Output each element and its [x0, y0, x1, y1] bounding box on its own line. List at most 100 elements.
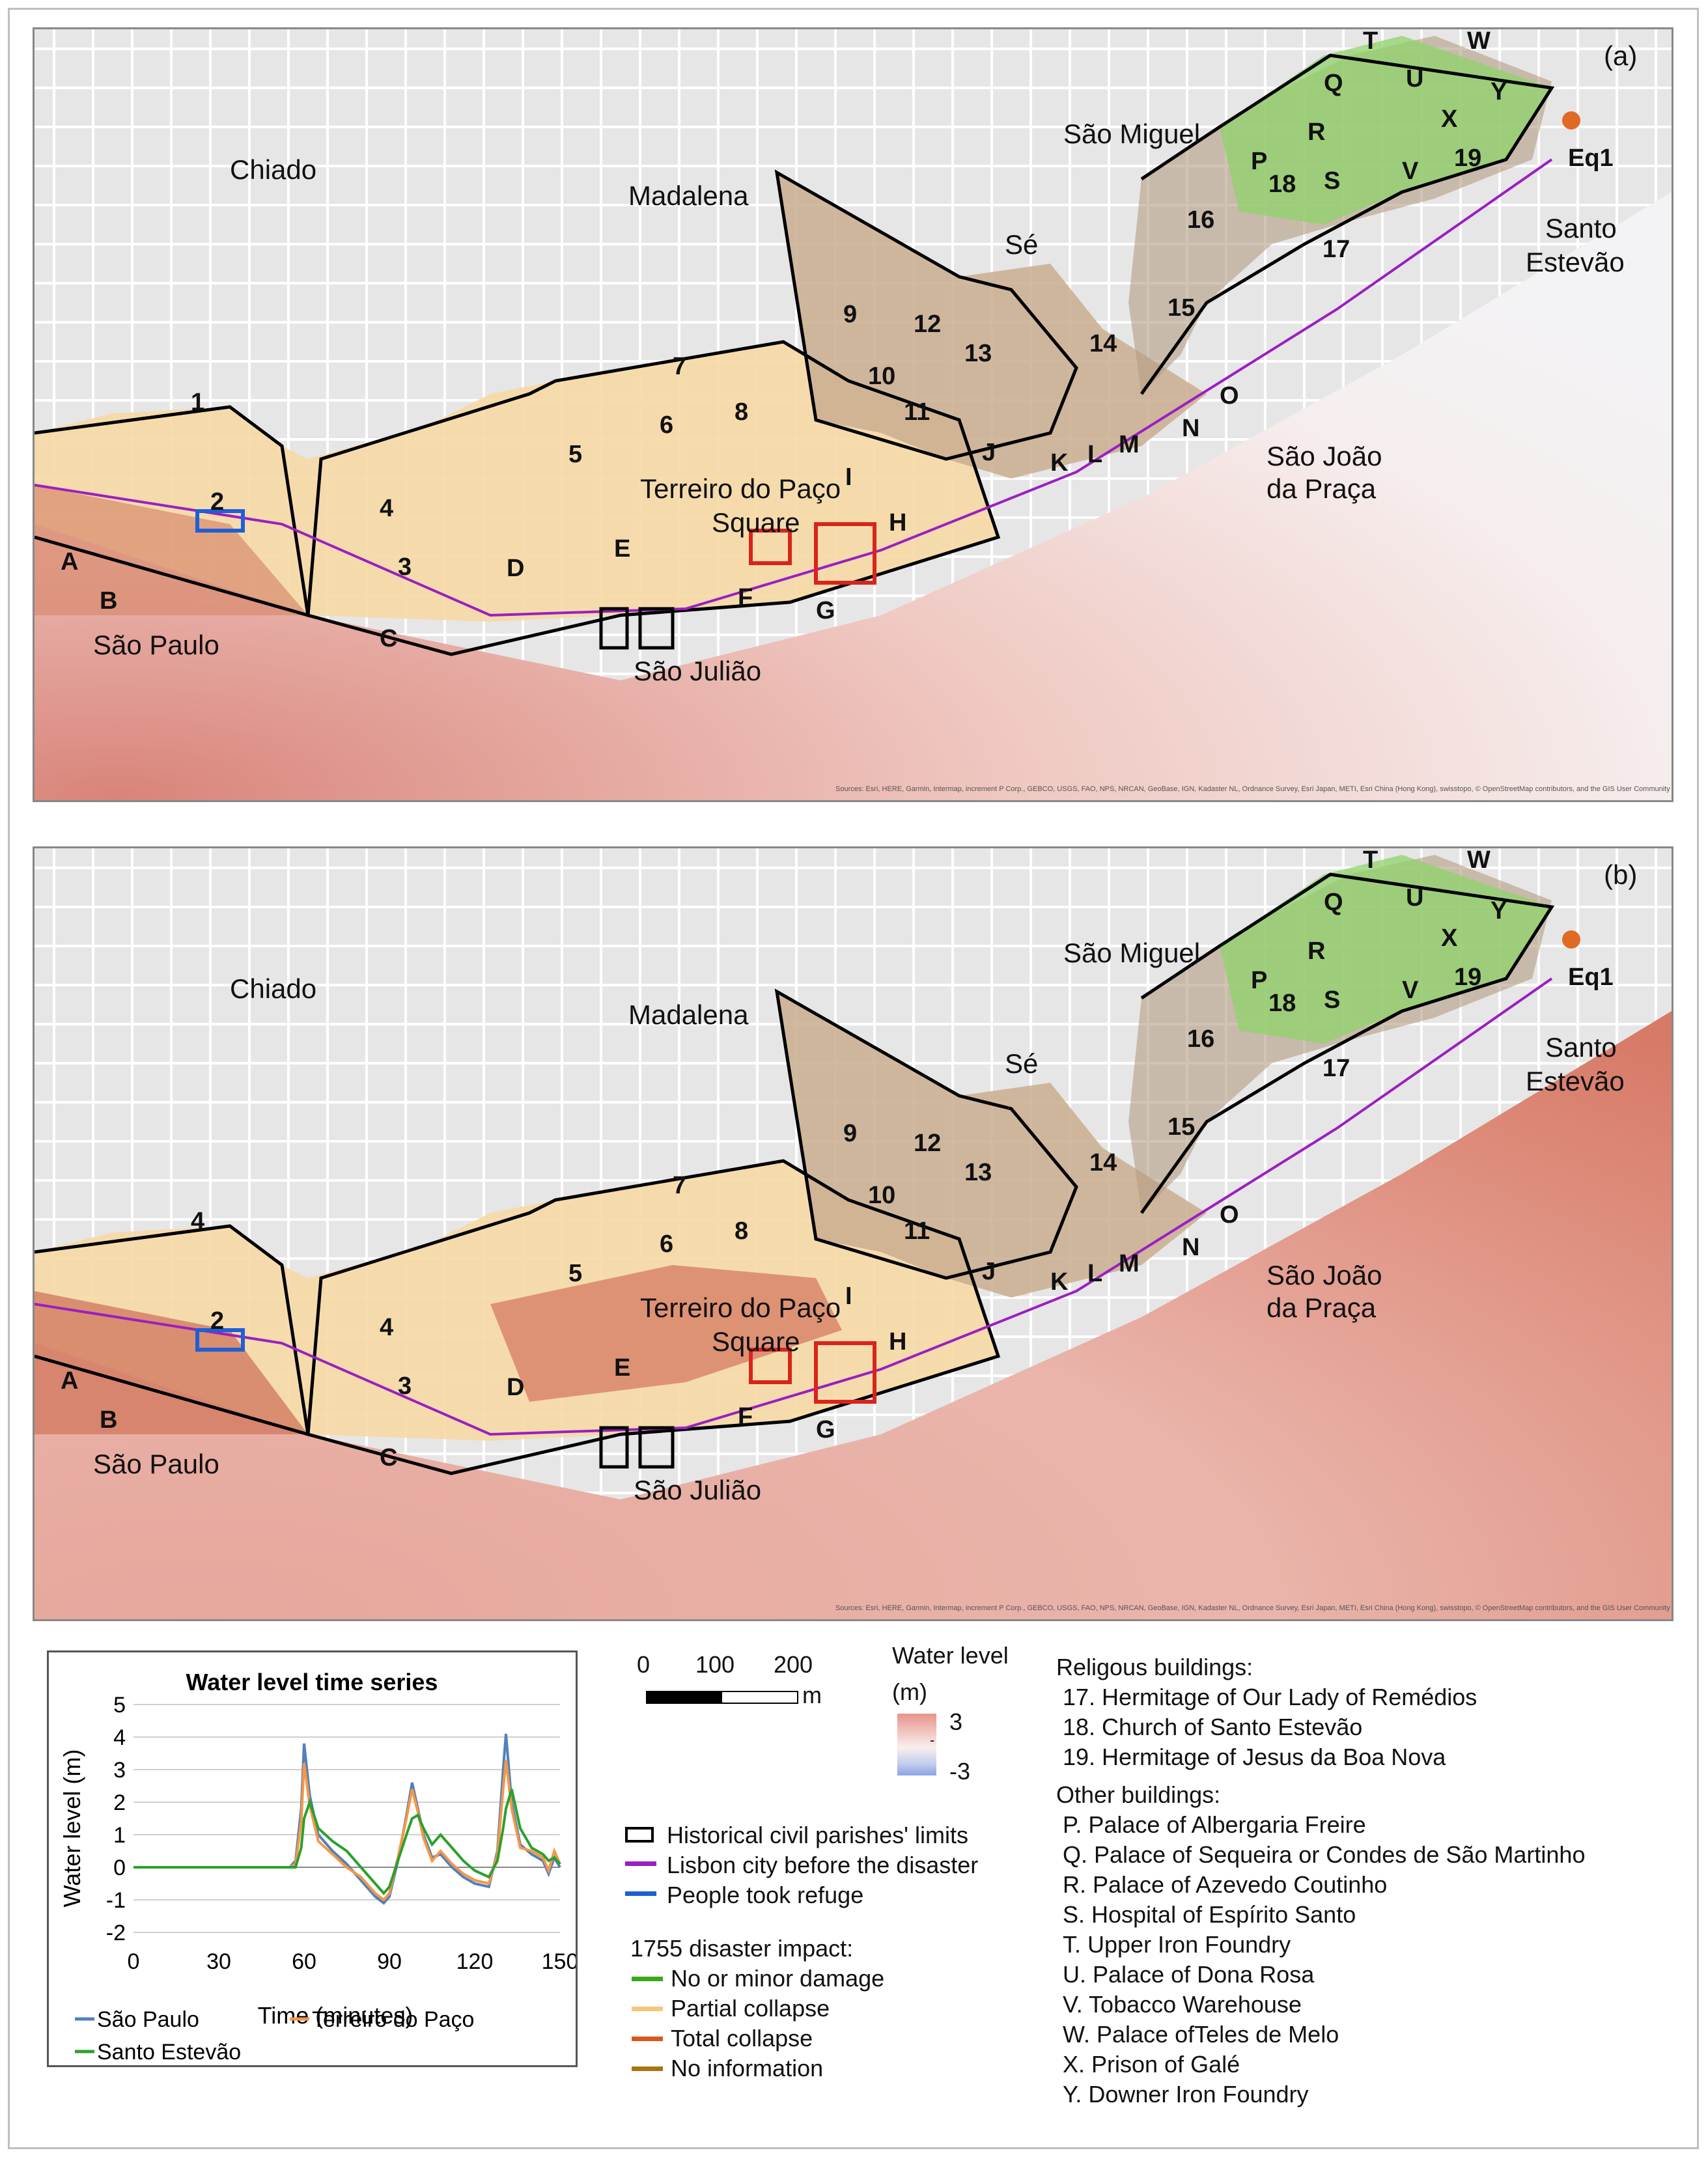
scale-0: 0	[637, 1651, 651, 1678]
map-panel-b: Chiado São Miguel Madalena Sé Santo Este…	[33, 846, 1673, 1621]
label-U: U	[1406, 65, 1423, 92]
impact-total: Total collapse	[671, 2025, 813, 2052]
attribution-a: Sources: Esri, HERE, Garmin, Intermap, i…	[835, 785, 1670, 793]
label-10: 10	[868, 363, 895, 390]
x-tick-label: 30	[206, 1949, 231, 1974]
city-line-b	[35, 977, 1553, 1436]
parish-limit-3	[774, 169, 1078, 461]
inundated-sao-paulo	[35, 485, 308, 615]
label-E: E	[614, 535, 630, 563]
label-U-b: U	[1406, 884, 1423, 912]
label-6-b: 6	[660, 1231, 673, 1258]
impact-swatch-0	[632, 1977, 663, 1981]
label-M-b: M	[1119, 1250, 1140, 1277]
legend-swatch-city	[625, 1861, 656, 1866]
label-S-b: S	[1324, 986, 1340, 1014]
inundated-terreiro-b	[490, 1265, 842, 1402]
label-chiado: Chiado	[230, 154, 316, 185]
label-4: 4	[380, 495, 393, 522]
water-level-chart-box: Water level time series Water level (m) …	[47, 1650, 578, 2067]
parish-limit-4	[1140, 53, 1555, 395]
label-H-b: H	[889, 1328, 906, 1356]
chart-grid	[133, 1704, 560, 1933]
label-17-b: 17	[1323, 1055, 1350, 1082]
series-lines	[133, 1733, 561, 1905]
label-14-b: 14	[1089, 1149, 1117, 1176]
scale-200: 200	[774, 1651, 813, 1678]
label-15: 15	[1168, 294, 1195, 322]
label-3-b: 3	[398, 1372, 412, 1400]
x-tick-label: 60	[292, 1949, 316, 1974]
map-b-svg: Chiado São Miguel Madalena Sé Santo Este…	[35, 848, 1672, 1619]
parishes-west	[35, 342, 998, 622]
religious-17: 17. Hermitage of Our Lady of Remédios	[1063, 1684, 1477, 1710]
legend-entry-0: São Paulo	[97, 2007, 199, 2032]
refuge-2-b	[195, 1328, 245, 1352]
label-16-b: 16	[1187, 1025, 1214, 1053]
label-N: N	[1182, 415, 1199, 442]
label-11-b: 11	[904, 1218, 930, 1245]
label-Eq1-b: Eq1	[1568, 964, 1614, 991]
label-B: B	[100, 587, 117, 615]
label-2-b: 2	[210, 1307, 224, 1335]
water-level-chart: Water level time series Water level (m) …	[59, 1669, 578, 2065]
label-G-b: G	[816, 1416, 835, 1443]
scale-bar-black	[646, 1691, 721, 1704]
building-Eq1	[1562, 111, 1580, 130]
chart-title: Water level time series	[186, 1669, 438, 1695]
label-B-b: B	[100, 1406, 117, 1434]
label-T-b: T	[1363, 848, 1378, 874]
label-terreiro: Terreiro do Paço	[640, 473, 841, 504]
label-sao-joao: São João	[1267, 441, 1382, 471]
label-F-b: F	[738, 1403, 753, 1430]
x-tick-label: 0	[128, 1949, 140, 1974]
label-A-b: A	[61, 1367, 78, 1395]
label-C-b: C	[380, 1444, 397, 1471]
label-sao-juliao: São Julião	[634, 656, 761, 686]
x-tick-label: 120	[456, 1949, 494, 1974]
sea-squares-a	[599, 607, 675, 650]
label-R: R	[1308, 118, 1325, 146]
panel-label-a: (a)	[1604, 40, 1637, 71]
series-line-2	[133, 1788, 561, 1896]
label-terreiro-b: Terreiro do Paço	[640, 1292, 841, 1323]
label-V-b: V	[1402, 977, 1419, 1004]
label-4-top-b: 4	[191, 1208, 204, 1235]
scale-bar-white	[721, 1691, 798, 1704]
figure-frame	[8, 8, 1699, 2149]
water-level-ramp	[897, 1714, 936, 1775]
label-N-b: N	[1182, 1234, 1199, 1261]
other-Q: Q. Palace of Sequeira or Condes de São M…	[1063, 1841, 1586, 1868]
label-18: 18	[1268, 171, 1296, 198]
label-2: 2	[210, 488, 224, 516]
label-I: I	[845, 464, 852, 491]
attribution-b: Sources: Esri, HERE, Garmin, Intermap, i…	[835, 1604, 1670, 1612]
y-tick-label: 5	[113, 1693, 126, 1718]
water-level-min: -3	[949, 1758, 971, 1785]
label-7-b: 7	[673, 1172, 686, 1199]
panel-label-b: (b)	[1604, 859, 1637, 890]
label-4-b: 4	[380, 1314, 393, 1341]
label-Eq1: Eq1	[1568, 145, 1614, 172]
chart-legend: São Paulo Terreiro do Paço Santo Estevão	[75, 2007, 474, 2065]
legend-swatch-parishes	[625, 1827, 654, 1843]
label-da-praca-b: da Praça	[1267, 1292, 1377, 1323]
other-P: P. Palace of Albergaria Freire	[1063, 1811, 1366, 1838]
label-F: F	[738, 584, 753, 611]
label-P-b: P	[1251, 967, 1267, 994]
map-a-svg: Chiado São Miguel Madalena Sé Santo Este…	[35, 29, 1672, 800]
religious-19: 19. Hermitage of Jesus da Boa Nova	[1063, 1744, 1446, 1770]
label-O-b: O	[1220, 1201, 1239, 1229]
santo-estevao-buildings	[1220, 36, 1552, 225]
water-level-dash: -	[930, 1732, 935, 1748]
label-santo-b: Santo	[1545, 1032, 1617, 1063]
y-axis-label: Water level (m)	[59, 1749, 85, 1908]
parish-limit-2-b	[306, 1159, 1001, 1475]
sea-squares-b	[599, 1426, 675, 1469]
y-tick-label: 1	[113, 1823, 126, 1848]
religious-18: 18. Church of Santo Estevão	[1063, 1714, 1363, 1740]
water-level-unit: (m)	[892, 1678, 927, 1705]
label-chiado-b: Chiado	[230, 973, 316, 1004]
impact-partial: Partial collapse	[671, 1995, 830, 2022]
legend-refuge: People took refuge	[667, 1882, 864, 1908]
